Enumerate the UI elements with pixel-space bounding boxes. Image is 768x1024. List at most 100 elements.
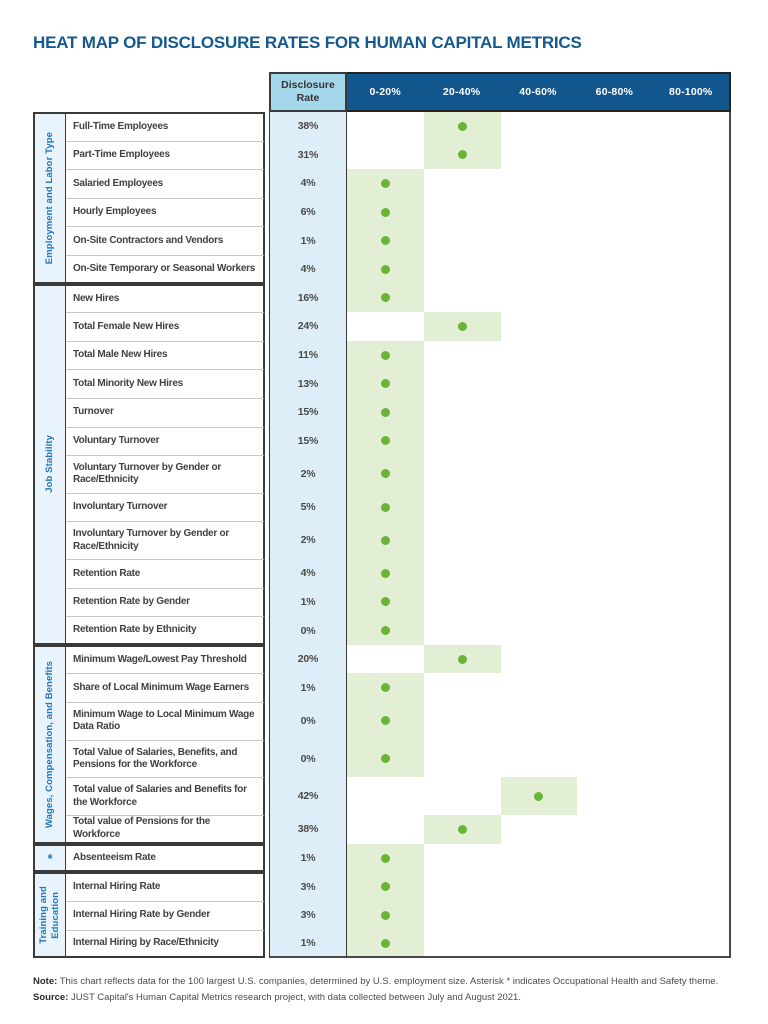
metric-label: Minimum Wage/Lowest Pay Threshold (66, 644, 265, 674)
disclosure-rate-value: 3% (269, 900, 347, 930)
dot-marker (380, 436, 390, 446)
metric-label: Retention Rate (66, 559, 265, 588)
disclosure-rate-value: 31% (269, 140, 347, 170)
disclosure-rate-value: 1% (269, 929, 347, 959)
metric-label: Turnover (66, 397, 265, 427)
footnotes: Note: This chart reflects data for the 1… (33, 974, 747, 1006)
heatmap-cell (347, 369, 424, 398)
metric-label: Total value of Pensions for the Workforc… (66, 815, 265, 844)
dot-marker (457, 321, 467, 331)
disclosure-rate-value: 38% (269, 112, 347, 141)
disclosure-rate-value: 1% (269, 673, 347, 703)
category-cell: Training and Education (33, 872, 66, 959)
disclosure-rate-column-header: Disclosure Rate (269, 72, 347, 112)
dot-marker (380, 178, 390, 188)
metric-label: On-Site Temporary or Seasonal Workers (66, 254, 265, 284)
heatmap-cell (347, 559, 424, 588)
metric-label: Salaried Employees (66, 169, 265, 198)
metric-label: Voluntary Turnover by Gender or Race/Eth… (66, 455, 265, 493)
metric-label: Voluntary Turnover (66, 426, 265, 456)
dot-marker (457, 654, 467, 664)
category-label: Employment and Labor Type (44, 131, 56, 264)
heatmap-cell (347, 587, 424, 617)
category-cell: Job Stability (33, 283, 66, 645)
bucket-header: 0-20% (369, 86, 401, 98)
dot-marker (380, 626, 390, 636)
dot-marker (380, 683, 390, 693)
heatmap-cell (423, 815, 501, 844)
disclosure-rate-value: 20% (269, 644, 347, 674)
disclosure-rate-value: 5% (269, 492, 347, 522)
source-text: JUST Capital's Human Capital Metrics res… (71, 992, 521, 1004)
dot-marker (534, 791, 544, 801)
dot-marker (380, 236, 390, 246)
category-cell: * (33, 843, 66, 873)
disclosure-rate-value: 42% (269, 777, 347, 816)
metric-label: New Hires (66, 283, 265, 313)
category-label: Wages, Compensation, and Benefits (44, 660, 56, 828)
disclosure-rate-value: 4% (269, 559, 347, 588)
disclosure-rate-value: 13% (269, 369, 347, 398)
bucket-header: 20-40% (442, 86, 481, 98)
disclosure-rate-value: 2% (269, 455, 347, 493)
disclosure-rate-value: 15% (269, 397, 347, 427)
metric-label: Internal Hiring Rate (66, 872, 265, 901)
metric-label: Total Minority New Hires (66, 369, 265, 398)
heatmap-cell (347, 739, 424, 778)
disclosure-rate-value: 1% (269, 843, 347, 873)
heatmap-cell (347, 397, 424, 427)
disclosure-rate-value: 0% (269, 616, 347, 645)
heatmap-cell (347, 169, 424, 198)
dot-marker (457, 121, 467, 131)
dot-marker (380, 207, 390, 217)
disclosure-rate-value: 0% (269, 702, 347, 740)
heatmap-cell (423, 140, 501, 170)
source-label: Source: (33, 992, 69, 1004)
asterisk-category-marker: * (47, 850, 53, 866)
metric-label: Internal Hiring Rate by Gender (66, 900, 265, 930)
heatmap-cell (347, 340, 424, 370)
metric-label: Share of Local Minimum Wage Earners (66, 673, 265, 703)
dot-marker (380, 754, 390, 764)
page-title: HEAT MAP OF DISCLOSURE RATES FOR HUMAN C… (33, 33, 582, 52)
source-line: Source: JUST Capital's Human Capital Met… (33, 990, 747, 1006)
disclosure-rate-value: 16% (269, 283, 347, 313)
dot-marker (457, 824, 467, 834)
metric-label: Hourly Employees (66, 197, 265, 227)
dot-marker (380, 568, 390, 578)
metric-label: On-Site Contractors and Vendors (66, 226, 265, 255)
disclosure-rate-value: 24% (269, 312, 347, 341)
dot-marker (380, 293, 390, 303)
category-cell: Employment and Labor Type (33, 112, 66, 284)
disclosure-rate-value: 6% (269, 197, 347, 227)
disclosure-rate-value: 1% (269, 587, 347, 617)
category-label: Job Stability (44, 435, 56, 494)
metric-label: Part-Time Employees (66, 140, 265, 170)
metric-label: Total value of Salaries and Benefits for… (66, 777, 265, 816)
heatmap-cell (347, 197, 424, 227)
heatmap-cell (347, 702, 424, 740)
heatmap-cell (423, 312, 501, 341)
bucket-header: 40-60% (519, 86, 557, 98)
disclosure-rate-value: 4% (269, 254, 347, 284)
dot-marker (380, 882, 390, 892)
disclosure-rate-value: 3% (269, 872, 347, 901)
dot-marker (457, 150, 467, 160)
metric-label: Internal Hiring by Race/Ethnicity (66, 929, 265, 959)
heatmap-cell (347, 900, 424, 930)
heatmap-cell (347, 521, 424, 560)
heatmap-cell (347, 254, 424, 284)
heatmap-cell (423, 644, 501, 674)
metric-label: Involuntary Turnover (66, 492, 265, 522)
disclosure-rate-value: 0% (269, 739, 347, 778)
heatmap-cell (347, 226, 424, 255)
dot-marker (380, 535, 390, 545)
note-label: Note: (33, 976, 58, 987)
dot-marker (380, 469, 390, 479)
heatmap-cell (347, 426, 424, 456)
metric-label: Absenteeism Rate (66, 843, 265, 873)
metric-label: Involuntary Turnover by Gender or Race/E… (66, 521, 265, 560)
bucket-header: 80-100% (669, 86, 713, 98)
heatmap-cell (347, 616, 424, 645)
metric-label: Retention Rate by Ethnicity (66, 616, 265, 645)
